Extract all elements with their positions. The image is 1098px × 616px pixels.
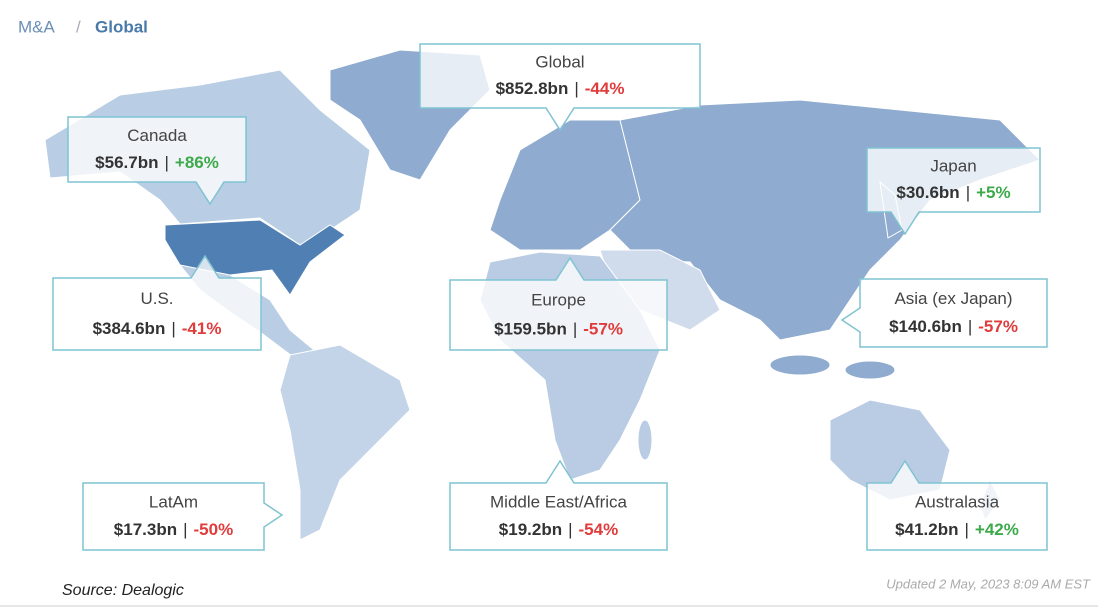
separator: | (164, 153, 168, 172)
region-values: $56.7bn | +86% (95, 153, 219, 172)
callout: Japan $30.6bn | +5% (866, 147, 1041, 236)
value-label: $30.6bn (896, 184, 959, 203)
callout-box (866, 459, 1048, 551)
region-name: Middle East/Africa (490, 493, 628, 512)
change-label: +5% (976, 184, 1011, 203)
separator: | (171, 319, 175, 338)
separator: | (968, 317, 972, 336)
region-values: $19.2bn | -54% (499, 521, 618, 540)
callout-box (449, 459, 668, 551)
separator: | (568, 521, 572, 540)
region-name: Japan (930, 157, 976, 176)
region-values: $159.5bn | -57% (494, 320, 623, 339)
source: Source: Dealogic (62, 582, 184, 599)
value-label: $56.7bn (95, 153, 158, 172)
value-label: $852.8bn (496, 80, 569, 99)
change-label: +86% (175, 153, 219, 172)
callout-box (82, 482, 284, 551)
region-name: U.S. (140, 289, 173, 308)
updated: Updated 2 May, 2023 8:09 AM EST (886, 576, 1091, 591)
region-name: Europe (531, 290, 586, 309)
region-name: LatAm (149, 493, 198, 512)
region-values: $41.2bn | +42% (895, 521, 1019, 540)
change-label: -54% (579, 521, 619, 540)
change-label: -44% (585, 80, 625, 99)
callout: Global $852.8bn | -44% (419, 43, 701, 132)
separator: | (966, 184, 970, 203)
callout: LatAm $17.3bn | -50% (82, 482, 284, 551)
madagascar (637, 419, 653, 461)
breadcrumb-current: Global (95, 17, 148, 36)
callout: Europe $159.5bn | -57% (449, 256, 668, 351)
change-label: -57% (978, 317, 1018, 336)
separator: | (183, 521, 187, 540)
breadcrumb-parent[interactable]: M&A (18, 17, 56, 36)
value-label: $159.5bn (494, 320, 567, 339)
callout-box (67, 116, 247, 206)
value-label: $19.2bn (499, 521, 562, 540)
indonesia (769, 354, 831, 376)
callout: Canada $56.7bn | +86% (67, 116, 247, 206)
separator: | (573, 320, 577, 339)
breadcrumb-separator: / (76, 17, 81, 36)
separator: | (964, 521, 968, 540)
callouts: Global $852.8bn | -44% Canada $56.7bn | +86% Jap… (52, 43, 1048, 551)
callout-box (840, 278, 1048, 348)
region-name: Global (535, 53, 584, 72)
value-label: $17.3bn (114, 521, 177, 540)
callout: Australasia $41.2bn | +42% (866, 459, 1048, 551)
callout: Middle East/Africa $19.2bn | -54% (449, 459, 668, 551)
change-label: +42% (975, 521, 1019, 540)
region-values: $852.8bn | -44% (496, 80, 625, 99)
region-values: $30.6bn | +5% (896, 184, 1010, 203)
callout: U.S. $384.6bn | -41% (52, 254, 262, 351)
callout-box (419, 43, 701, 132)
region-values: $384.6bn | -41% (93, 319, 222, 338)
separator: | (574, 80, 578, 99)
change-label: -50% (194, 521, 234, 540)
new-guinea (844, 360, 896, 380)
region-name: Canada (127, 126, 187, 145)
south-america (279, 344, 411, 541)
callout-box (866, 147, 1041, 236)
region-name: Asia (ex Japan) (894, 289, 1012, 308)
region-values: $17.3bn | -50% (114, 521, 233, 540)
value-label: $140.6bn (889, 317, 962, 336)
change-label: -41% (182, 319, 222, 338)
callout-box (449, 256, 668, 351)
change-label: -57% (583, 320, 623, 339)
region-name: Australasia (915, 493, 1000, 512)
region-values: $140.6bn | -57% (889, 317, 1018, 336)
callout-box (52, 254, 262, 351)
value-label: $41.2bn (895, 521, 958, 540)
callout: Asia (ex Japan) $140.6bn | -57% (840, 278, 1048, 348)
value-label: $384.6bn (93, 319, 166, 338)
